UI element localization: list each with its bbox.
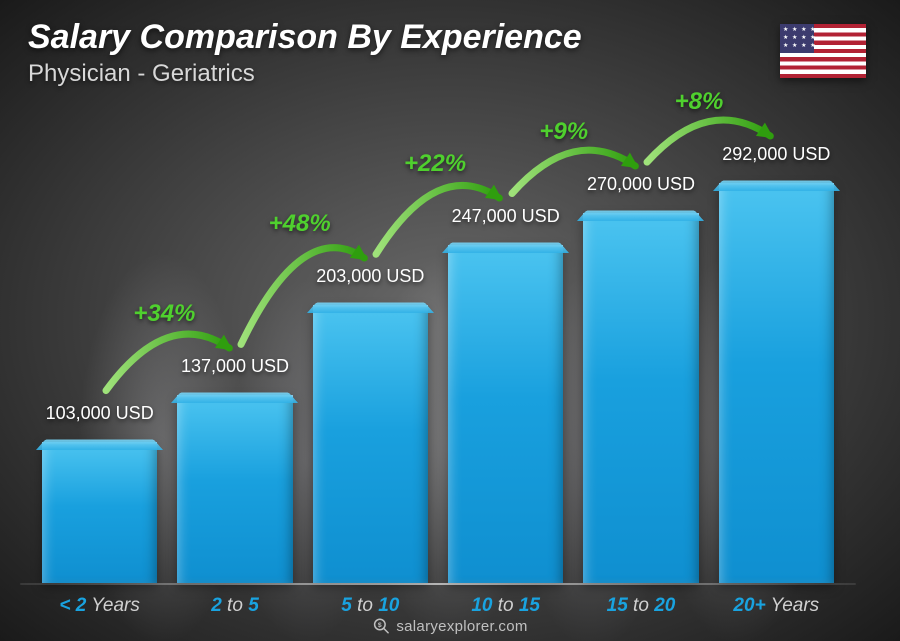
bar-category-label: 10 to 15 — [471, 595, 540, 617]
increment-pct-label: +48% — [269, 210, 331, 238]
increment-pct-label: +9% — [539, 118, 588, 146]
bar-category-label: 2 to 5 — [211, 595, 259, 617]
salary-bar — [42, 442, 157, 583]
chart-subtitle: Physician - Geriatrics — [28, 60, 255, 88]
increment-pct-label: +34% — [133, 300, 195, 328]
bar-slot: 103,000 USD< 2 Years — [32, 143, 167, 583]
bar-slot: 292,000 USD20+ Years — [709, 143, 844, 583]
increment-pct-label: +8% — [675, 88, 724, 116]
increment-pct-label: +22% — [404, 150, 466, 178]
bar-category-label: 15 to 20 — [607, 595, 676, 617]
svg-text:$: $ — [378, 622, 382, 629]
bar-slot: 247,000 USD10 to 15 — [438, 143, 573, 583]
bar-category-label: 20+ Years — [733, 595, 819, 617]
magnifier-dollar-icon: $ — [372, 617, 390, 635]
bar-value-label: 137,000 USD — [181, 356, 289, 377]
attribution: $ salaryexplorer.com — [372, 617, 527, 635]
bar-slot: 270,000 USD15 to 20 — [573, 143, 708, 583]
salary-bar — [177, 395, 292, 583]
bar-value-label: 247,000 USD — [452, 206, 560, 227]
salary-bar — [583, 213, 698, 583]
salary-chart-infographic: Salary Comparison By Experience Physicia… — [0, 0, 900, 641]
salary-bar — [313, 305, 428, 583]
bar-category-label: < 2 Years — [59, 595, 139, 617]
bar-value-label: 103,000 USD — [46, 403, 154, 424]
bar-value-label: 203,000 USD — [316, 266, 424, 287]
bars-area: 103,000 USD< 2 Years137,000 USD2 to 5203… — [32, 130, 844, 583]
chart-title: Salary Comparison By Experience — [28, 18, 582, 57]
bar-value-label: 270,000 USD — [587, 174, 695, 195]
attribution-text: salaryexplorer.com — [396, 618, 527, 635]
bar-category-label: 5 to 10 — [341, 595, 399, 617]
chart-baseline — [20, 583, 856, 585]
bar-value-label: 292,000 USD — [722, 144, 830, 165]
salary-bar — [719, 183, 834, 583]
country-flag-us — [780, 24, 866, 78]
salary-bar — [448, 245, 563, 583]
